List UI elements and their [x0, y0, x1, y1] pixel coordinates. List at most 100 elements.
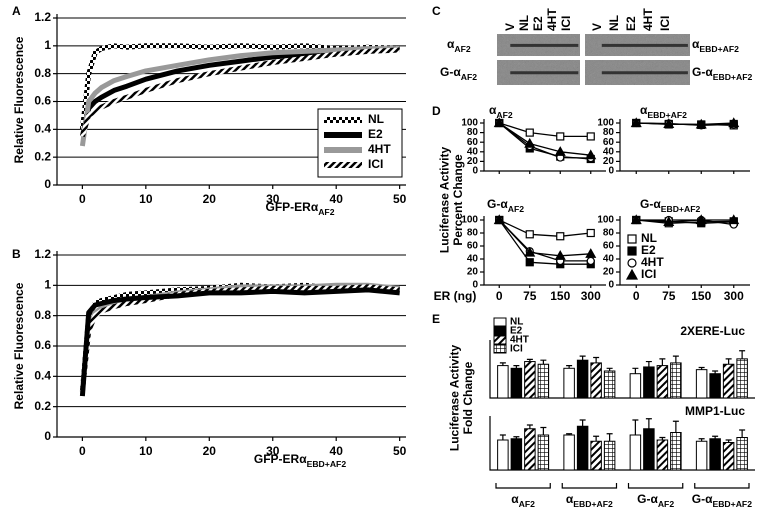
error-bar: [632, 419, 639, 435]
lane-label: ICI: [658, 16, 672, 31]
y-tick-label: 0: [44, 429, 51, 443]
y-tick-label: 0.6: [34, 94, 51, 108]
x-tick-label: 50: [393, 192, 407, 206]
y-tick-label: 60: [603, 137, 615, 148]
series-marker: [630, 214, 642, 225]
y-axis-label-part: Percent Change: [451, 154, 465, 246]
legend-swatch: [627, 234, 637, 244]
y-axis-label: Luciferase ActivityFold Change: [448, 345, 476, 452]
legend-label: NL: [368, 112, 384, 126]
bar: [510, 438, 523, 471]
bar: [537, 434, 550, 471]
series-marker: [586, 228, 595, 238]
error-bar: [645, 360, 652, 367]
bar: [670, 432, 682, 471]
error-bar: [593, 356, 600, 363]
axes: [483, 119, 606, 172]
x-tick-label-part: α: [566, 492, 574, 506]
y-tick-label: 40: [467, 146, 479, 157]
series-marker: [663, 118, 675, 129]
gel-row-label-part: EBD+AF2: [713, 72, 753, 82]
lane-label: ICI: [559, 16, 573, 31]
error-bar: [540, 359, 547, 365]
series-marker: [554, 146, 566, 156]
bar: [695, 440, 708, 471]
annotation: GFP-ERαAF2: [265, 200, 334, 217]
x-tick-label: 10: [139, 444, 153, 458]
x-tick-label: 30: [266, 444, 280, 458]
y-axis-label-part: Fold Change: [461, 361, 475, 434]
chart-title: G-αEBD+AF2: [640, 197, 700, 214]
error-bar: [513, 436, 520, 439]
y-tick-label: 100: [461, 118, 478, 129]
annotation-part: AF2: [318, 207, 334, 217]
panel-letter: E: [432, 312, 440, 326]
panel-letter: D: [432, 104, 441, 118]
bar: [670, 362, 682, 399]
y-tick-label: 0.8: [34, 66, 51, 80]
lane-label: 4HT: [641, 8, 655, 31]
bar: [563, 367, 575, 399]
chart-title-part: EBD+AF2: [647, 110, 687, 120]
y-tick-label: 0: [472, 280, 478, 291]
bar: [736, 437, 748, 471]
series-marker: [630, 117, 642, 128]
gel-row-label: G-αAF2: [440, 65, 477, 82]
x-tick-label: 40: [330, 192, 344, 206]
series-marker: [524, 246, 536, 257]
bar: [576, 359, 589, 399]
chart-title-part: G-α: [487, 197, 508, 211]
y-tick-label: 20: [467, 267, 479, 278]
series-marker: [525, 230, 534, 239]
error-bar: [579, 419, 586, 427]
series-marker: [556, 132, 565, 141]
gel-row-label-part: AF2: [454, 44, 470, 54]
chart-title: 2XERE-Luc: [680, 324, 745, 338]
error-bar: [593, 435, 600, 442]
bar: [695, 369, 708, 399]
x-tick-label: αEBD+AF2: [566, 492, 613, 509]
legend-label: E2: [368, 127, 383, 141]
gel-band: [510, 71, 579, 75]
y-axis-label-part: Luciferase Activity: [438, 147, 452, 254]
bar: [510, 367, 523, 399]
y-tick-label: 40: [603, 254, 615, 265]
x-tick-label: 0: [633, 289, 640, 303]
y-tick-label: 1.2: [34, 247, 51, 261]
legend-label: E2: [510, 326, 523, 337]
x-tick-label: G-αAF2: [637, 492, 674, 509]
lane-label: E2: [531, 16, 545, 31]
x-tick-label: 40: [330, 444, 344, 458]
y-tick-label: 40: [467, 254, 479, 265]
legend-label: 4HT: [368, 142, 391, 156]
y-tick-label: 0.4: [34, 369, 51, 383]
y-tick-label: 0.6: [34, 338, 51, 352]
y-tick-label: 60: [467, 241, 479, 252]
legend-label: ICI: [368, 157, 383, 171]
legend-swatch: [627, 258, 637, 268]
y-tick-label: 100: [461, 215, 478, 226]
y-axis-label: Luciferase ActivityPercent Change: [438, 147, 466, 254]
x-tick-label: 20: [203, 444, 217, 458]
bar: [576, 425, 589, 471]
x-tick-label-part: AF2: [658, 499, 674, 509]
gel-band: [510, 43, 579, 47]
gel-row-label: αAF2: [447, 37, 471, 54]
x-tick-label: 300: [581, 289, 601, 303]
y-tick-label: 80: [603, 228, 615, 239]
legend-label: ICI: [641, 267, 656, 281]
series-marker: [586, 132, 595, 141]
x-tick-label: 10: [139, 192, 153, 206]
panel-letter: C: [432, 4, 441, 18]
chart-title-part: α: [640, 103, 648, 117]
x-tick-label: 150: [550, 289, 570, 303]
series-line: [79, 43, 400, 130]
series-marker: [493, 117, 505, 128]
series-line: [498, 122, 591, 156]
error-bar: [606, 367, 613, 371]
x-tick-label: αAF2: [511, 492, 535, 509]
axes: [619, 119, 750, 172]
error-bar: [526, 424, 533, 429]
group-bracket: [495, 483, 551, 489]
bar: [590, 362, 602, 399]
